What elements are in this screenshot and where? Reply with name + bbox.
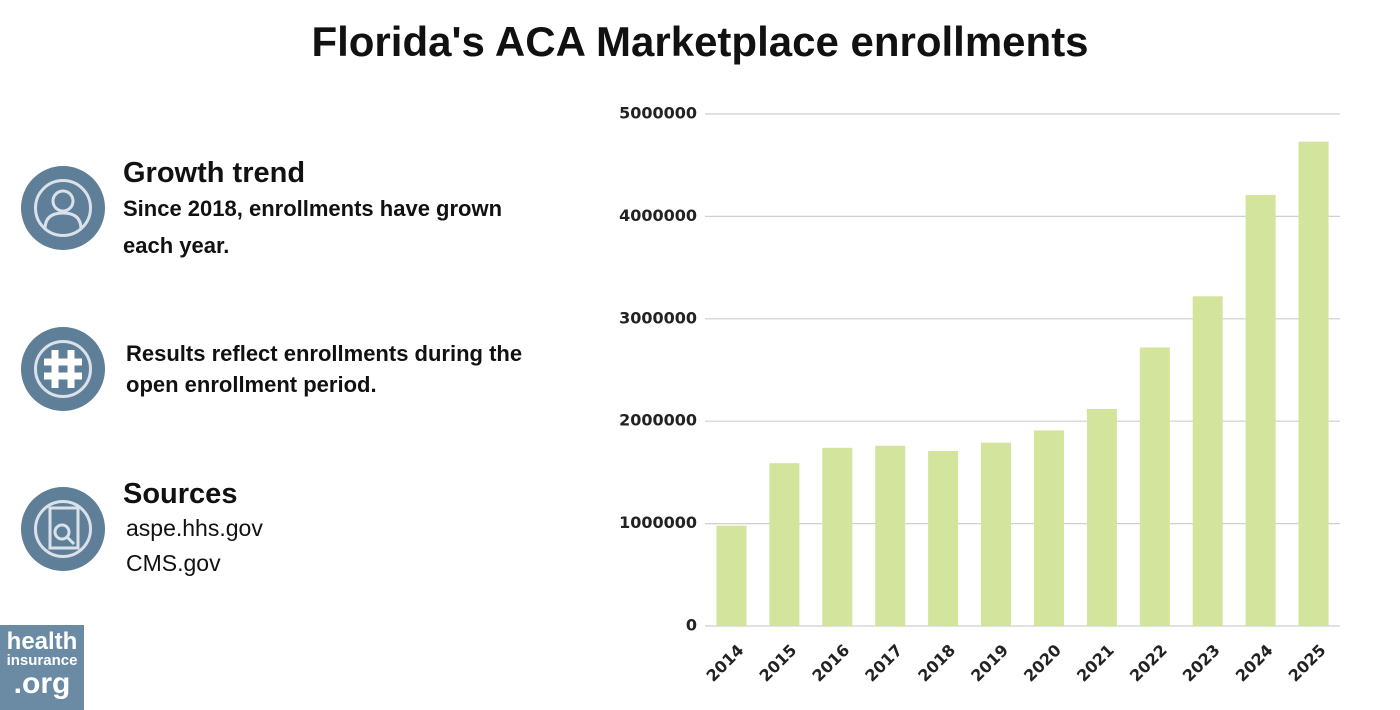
- x-tick-label: 2017: [861, 641, 906, 686]
- x-tick-label: 2025: [1285, 641, 1330, 686]
- x-tick-label: 2019: [967, 641, 1012, 686]
- text: Since 2018, enrollments have grown each …: [123, 196, 503, 258]
- x-tick-label: 2016: [808, 641, 853, 686]
- bar: [1298, 141, 1329, 626]
- note-block: Results reflect enrollments during the o…: [126, 338, 546, 400]
- x-tick-label: 2023: [1179, 641, 1224, 686]
- bar: [822, 447, 853, 626]
- x-tick-label: 2021: [1073, 641, 1118, 686]
- y-tick-label: 3000000: [619, 308, 697, 327]
- logo: health insurance .org: [0, 625, 84, 710]
- bar: [928, 450, 959, 626]
- logo-text: .org: [13, 667, 71, 700]
- x-tick-label: 2014: [703, 641, 748, 686]
- bar: [1192, 296, 1223, 626]
- y-tick-label: 4000000: [619, 206, 697, 225]
- sources-block: Sources aspe.hhs.gov CMS.gov: [123, 478, 263, 581]
- bar: [875, 445, 906, 626]
- bar: [769, 463, 800, 626]
- source: CMS.gov: [126, 550, 221, 576]
- y-tick-label: 1000000: [619, 513, 697, 532]
- text: Results reflect enrollments during the o…: [126, 341, 523, 397]
- logo-text: health: [6, 628, 78, 655]
- bar: [1139, 347, 1170, 626]
- bar: [1086, 408, 1117, 626]
- heading: Growth trend: [123, 157, 306, 189]
- x-tick-label: 2024: [1232, 641, 1277, 686]
- y-tick-label: 2000000: [619, 411, 697, 430]
- people-icon: [21, 166, 105, 250]
- x-tick-label: 2018: [914, 641, 959, 686]
- x-tick-label: 2020: [1020, 641, 1065, 686]
- bar: [1033, 430, 1064, 626]
- chart-title: Florida's ACA Marketplace enrollments: [311, 18, 1089, 65]
- source: aspe.hhs.gov: [126, 515, 263, 541]
- growth-block: Growth trend Since 2018, enrollments hav…: [123, 157, 563, 264]
- document-icon: [21, 487, 105, 571]
- x-tick-label: 2015: [755, 641, 800, 686]
- heading: Sources: [123, 478, 238, 510]
- bar: [1245, 194, 1276, 626]
- x-tick-label: 2022: [1126, 641, 1171, 686]
- bar: [716, 525, 747, 626]
- y-tick-label: 0: [686, 616, 697, 635]
- hash-icon: [21, 327, 105, 411]
- logo-text: insurance: [6, 652, 78, 669]
- bar: [981, 442, 1012, 626]
- y-tick-label: 5000000: [619, 104, 697, 123]
